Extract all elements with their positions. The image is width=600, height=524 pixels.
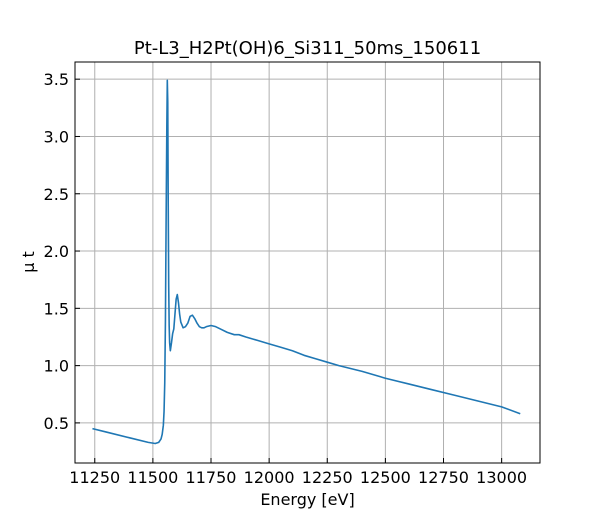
- x-tick-label: 11500: [127, 468, 178, 487]
- x-axis: 11250 11500 11750 12000 12250 12500 12750 13000: [69, 458, 527, 487]
- y-tick-label: 1.0: [44, 357, 69, 376]
- y-tick-label: 0.5: [44, 414, 69, 433]
- x-tick-label: 13000: [476, 468, 527, 487]
- series-layer: [92, 79, 521, 445]
- y-tick-label: 1.5: [44, 299, 69, 318]
- chart-title: Pt-L3_H2Pt(OH)6_Si311_50ms_150611: [134, 38, 481, 59]
- y-axis-title: μ t: [19, 251, 38, 273]
- y-tick-label: 2.5: [44, 185, 69, 204]
- x-tick-label: 12500: [360, 468, 411, 487]
- x-tick-label: 12000: [244, 468, 295, 487]
- x-tick-label: 11750: [186, 468, 237, 487]
- grid: [75, 62, 540, 463]
- x-axis-title: Energy [eV]: [260, 490, 354, 509]
- x-tick-label: 12250: [302, 468, 353, 487]
- y-tick-label: 3.5: [44, 70, 69, 89]
- y-tick-label: 3.0: [44, 127, 69, 146]
- y-axis: 0.5 1.0 1.5 2.0 2.5 3.0 3.5: [44, 70, 80, 433]
- plot-frame: [74, 61, 541, 464]
- x-tick-label: 12750: [418, 468, 469, 487]
- y-tick-label: 2.0: [44, 242, 69, 261]
- x-tick-label: 11250: [69, 468, 120, 487]
- series-line: [92, 79, 521, 445]
